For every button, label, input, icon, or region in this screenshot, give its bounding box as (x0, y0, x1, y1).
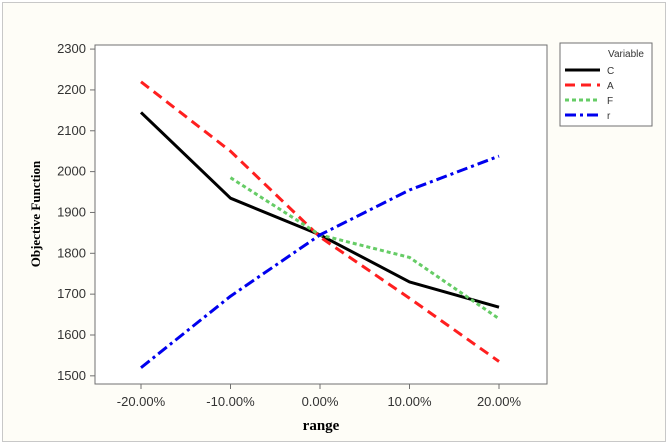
legend-box (559, 42, 653, 127)
y-tick-label: 1600 (57, 327, 86, 342)
x-tick-label: 0.00% (302, 394, 339, 409)
x-axis-title: range (303, 418, 340, 434)
series-line-r (140, 154, 500, 369)
x-tick-label: -10.00% (206, 394, 255, 409)
x-tick-label: -20.00% (117, 394, 166, 409)
y-tick-label: 2200 (57, 82, 86, 97)
y-tick-label: 1700 (57, 286, 86, 301)
x-tick-label: 20.00% (477, 394, 522, 409)
legend-label: A (607, 81, 614, 92)
y-axis: 1500 1600 1700 1800 1900 2000 2100 2200 2300 (57, 41, 95, 383)
y-tick-label: 2100 (57, 123, 86, 138)
y-tick-label: 1900 (57, 204, 86, 219)
y-tick-label: 1800 (57, 245, 86, 260)
y-tick-label: 2000 (57, 164, 86, 179)
series-layer (139, 80, 500, 369)
y-axis-title: Objective Function (28, 160, 43, 267)
legend-label: C (607, 66, 614, 77)
legend-label: F (607, 96, 613, 107)
x-tick-label: 10.00% (387, 394, 432, 409)
plot-area (94, 44, 548, 385)
y-tick-label: 1500 (57, 368, 86, 383)
legend-label: r (607, 111, 611, 122)
x-axis: -20.00% -10.00% 0.00% 10.00% 20.00% (117, 384, 522, 409)
y-tick-label: 2300 (57, 41, 86, 56)
legend-title: Variable (608, 49, 644, 60)
series-line-F (229, 176, 500, 320)
